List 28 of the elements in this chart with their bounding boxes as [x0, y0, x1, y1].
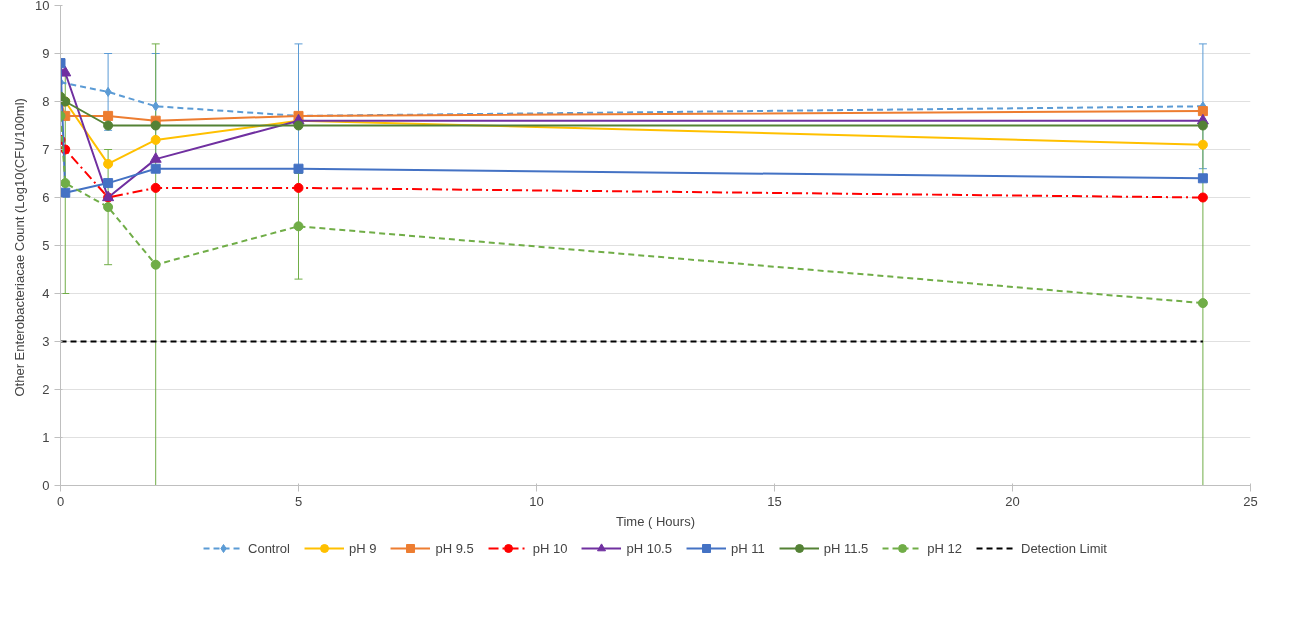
y-tick-label: 1 [42, 430, 50, 445]
y-tick-label: 3 [42, 334, 50, 349]
legend-label: Control [248, 540, 290, 556]
x-tick-label: 5 [294, 493, 303, 509]
legend-label: pH 12 [927, 540, 962, 556]
x-tick-label: 20 [1005, 493, 1020, 509]
legend-label: pH 11.5 [823, 540, 869, 556]
legend-label: pH 9.5 [435, 540, 474, 556]
y-tick-label: 7 [42, 142, 50, 157]
x-tick-label: 0 [56, 493, 65, 509]
x-tick-label: 15 [767, 493, 782, 509]
y-tick-label: 5 [42, 238, 50, 253]
legend-label: pH 10 [532, 540, 568, 556]
legend-label: pH 10.5 [626, 540, 672, 556]
legend-label: pH 11 [730, 540, 765, 556]
legend-label: Detection Limit [1020, 540, 1107, 556]
y-axis-title: Other Enterobacteriacae Count (Log10(CFU/100ml) [12, 98, 28, 397]
y-tick-label: 8 [42, 94, 50, 109]
x-tick-label: 10 [529, 493, 544, 509]
y-tick-label: 6 [42, 190, 50, 205]
y-tick-label: 0 [42, 478, 50, 493]
y-tick-label: 2 [42, 382, 50, 397]
x-tick-label: 25 [1243, 493, 1258, 509]
y-tick-label: 10 [35, 0, 50, 13]
x-axis-title: Time ( Hours) [616, 513, 695, 529]
y-tick-label: 9 [42, 46, 50, 61]
y-tick-label: 4 [42, 286, 50, 301]
legend-label: pH 9 [348, 540, 377, 556]
